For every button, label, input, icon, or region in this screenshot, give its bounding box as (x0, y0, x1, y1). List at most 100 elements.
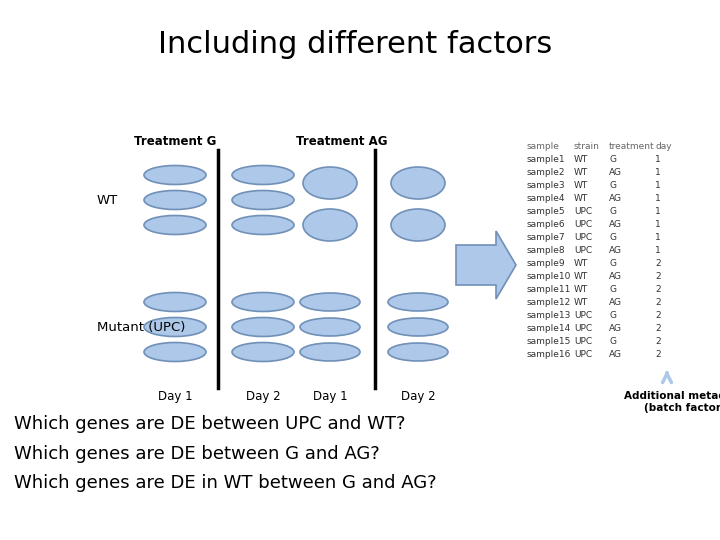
Text: sample7: sample7 (527, 233, 566, 242)
Text: 2: 2 (655, 285, 661, 294)
Text: AG: AG (609, 194, 622, 203)
Text: AG: AG (609, 272, 622, 281)
Text: sample13: sample13 (527, 311, 572, 320)
Text: 1: 1 (655, 155, 661, 164)
Text: G: G (609, 207, 616, 216)
Text: sample14: sample14 (527, 324, 571, 333)
Ellipse shape (388, 343, 448, 361)
Text: 2: 2 (655, 259, 661, 268)
Text: 2: 2 (655, 350, 661, 359)
Text: 2: 2 (655, 311, 661, 320)
Text: G: G (609, 311, 616, 320)
Ellipse shape (144, 215, 206, 234)
Ellipse shape (300, 343, 360, 361)
Text: UPC: UPC (574, 220, 592, 229)
Text: Day 2: Day 2 (246, 390, 280, 403)
Ellipse shape (144, 318, 206, 336)
Text: UPC: UPC (574, 324, 592, 333)
Ellipse shape (391, 167, 445, 199)
Text: AG: AG (609, 324, 622, 333)
Text: UPC: UPC (574, 233, 592, 242)
Polygon shape (456, 231, 516, 299)
Text: sample16: sample16 (527, 350, 572, 359)
Text: 1: 1 (655, 181, 661, 190)
Text: 2: 2 (655, 324, 661, 333)
Ellipse shape (232, 318, 294, 336)
Text: WT: WT (574, 285, 588, 294)
Text: 1: 1 (655, 233, 661, 242)
Ellipse shape (232, 191, 294, 210)
Text: 1: 1 (655, 194, 661, 203)
Text: sample2: sample2 (527, 168, 565, 177)
Ellipse shape (144, 293, 206, 312)
Text: sample4: sample4 (527, 194, 565, 203)
Text: Which genes are DE in WT between G and AG?: Which genes are DE in WT between G and A… (14, 474, 436, 492)
Text: 1: 1 (655, 207, 661, 216)
Text: Treatment G: Treatment G (134, 135, 216, 148)
Text: AG: AG (609, 168, 622, 177)
Text: UPC: UPC (574, 207, 592, 216)
Text: treatment: treatment (609, 142, 654, 151)
Text: strain: strain (574, 142, 600, 151)
Text: 1: 1 (655, 168, 661, 177)
Ellipse shape (303, 167, 357, 199)
Ellipse shape (303, 209, 357, 241)
Text: WT: WT (574, 272, 588, 281)
Text: 2: 2 (655, 272, 661, 281)
Ellipse shape (232, 293, 294, 312)
Text: Which genes are DE between G and AG?: Which genes are DE between G and AG? (14, 445, 379, 463)
Text: sample: sample (527, 142, 560, 151)
Ellipse shape (144, 165, 206, 185)
Text: WT: WT (574, 194, 588, 203)
Text: sample1: sample1 (527, 155, 566, 164)
Text: 2: 2 (655, 298, 661, 307)
Ellipse shape (300, 293, 360, 311)
Ellipse shape (232, 342, 294, 361)
Ellipse shape (144, 342, 206, 361)
Text: Including different factors: Including different factors (158, 30, 552, 59)
Ellipse shape (391, 209, 445, 241)
Text: sample6: sample6 (527, 220, 566, 229)
Text: 1: 1 (655, 246, 661, 255)
Text: AG: AG (609, 246, 622, 255)
Text: Day 2: Day 2 (401, 390, 436, 403)
Ellipse shape (144, 191, 206, 210)
Text: 2: 2 (655, 337, 661, 346)
Ellipse shape (388, 293, 448, 311)
Text: sample10: sample10 (527, 272, 572, 281)
Text: UPC: UPC (574, 246, 592, 255)
Text: WT: WT (574, 298, 588, 307)
Ellipse shape (388, 318, 448, 336)
Text: G: G (609, 285, 616, 294)
Text: Day 1: Day 1 (158, 390, 192, 403)
Text: AG: AG (609, 298, 622, 307)
Text: WT: WT (574, 155, 588, 164)
Text: sample15: sample15 (527, 337, 572, 346)
Text: sample3: sample3 (527, 181, 566, 190)
Text: G: G (609, 259, 616, 268)
Text: AG: AG (609, 220, 622, 229)
Text: WT: WT (97, 193, 118, 206)
Text: Additional metadata
(batch factor): Additional metadata (batch factor) (624, 391, 720, 413)
Text: UPC: UPC (574, 337, 592, 346)
Text: 1: 1 (655, 220, 661, 229)
Text: UPC: UPC (574, 311, 592, 320)
Text: UPC: UPC (574, 350, 592, 359)
Text: AG: AG (609, 350, 622, 359)
Text: sample12: sample12 (527, 298, 571, 307)
Text: Mutant (UPC): Mutant (UPC) (97, 321, 185, 334)
Text: G: G (609, 337, 616, 346)
Text: day: day (655, 142, 672, 151)
Text: sample5: sample5 (527, 207, 566, 216)
Text: sample11: sample11 (527, 285, 572, 294)
Text: Day 1: Day 1 (312, 390, 347, 403)
Text: sample8: sample8 (527, 246, 566, 255)
Ellipse shape (232, 215, 294, 234)
Ellipse shape (232, 165, 294, 185)
Text: G: G (609, 155, 616, 164)
Text: WT: WT (574, 168, 588, 177)
Text: G: G (609, 233, 616, 242)
Text: sample9: sample9 (527, 259, 566, 268)
Text: WT: WT (574, 259, 588, 268)
Text: Treatment AG: Treatment AG (296, 135, 388, 148)
